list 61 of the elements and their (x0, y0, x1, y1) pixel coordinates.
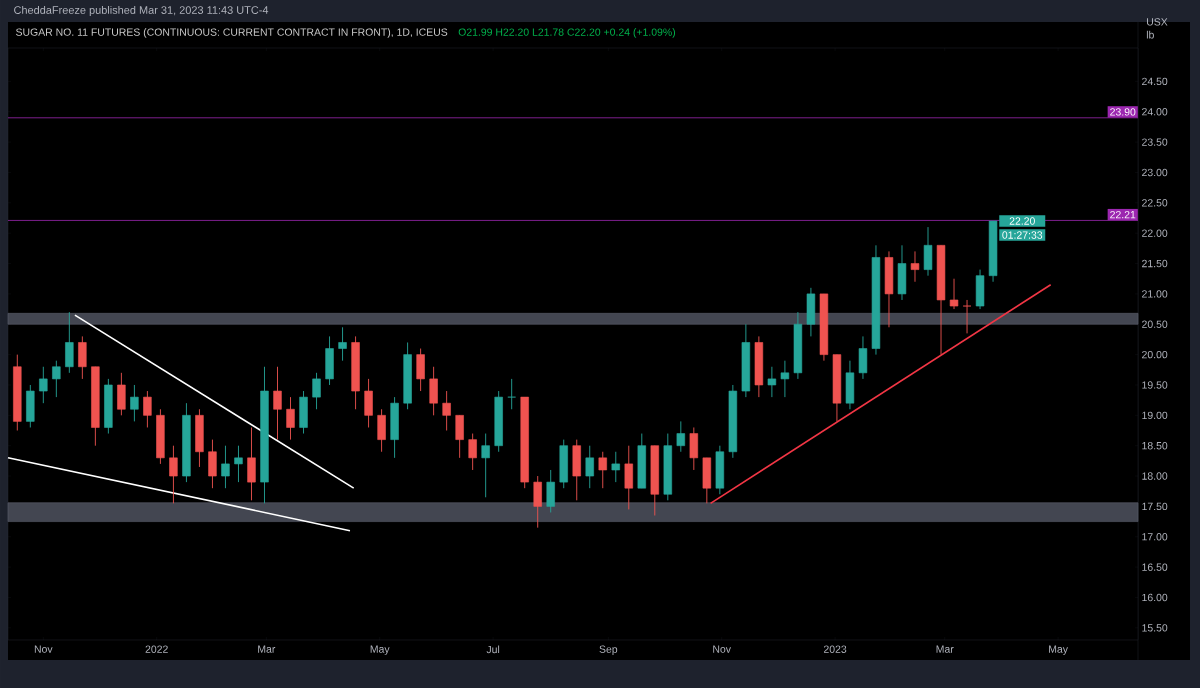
candlestick (611, 451, 620, 483)
annotation: 01:27:33 (1002, 231, 1043, 239)
candlestick (949, 278, 959, 310)
candlestick (39, 366, 48, 404)
candlestick (481, 433, 490, 498)
x-tick-label: 2022 (145, 645, 168, 653)
x-tick-label: 2023 (823, 645, 847, 653)
candlestick (598, 451, 607, 489)
candlestick (221, 445, 230, 489)
x-tick-label: Sep (599, 645, 618, 655)
candlestick (585, 445, 594, 489)
y-tick-label: 18.50 (1142, 441, 1168, 450)
y-tick-label: 15.50 (1142, 624, 1168, 632)
y-tick-label: 22.00 (1142, 229, 1168, 237)
y-tick-label: 18.00 (1142, 472, 1168, 480)
x-tick-label: Mar (936, 645, 954, 653)
y-tick-label: 20.00 (1142, 350, 1168, 359)
y-tick-label: 23.00 (1142, 168, 1168, 177)
y-tick-label: 17.50 (1142, 502, 1168, 511)
candlestick (234, 445, 243, 483)
y-tick-label: 16.00 (1142, 593, 1168, 602)
y-tick-label: 20.50 (1142, 320, 1168, 328)
chart-title: SUGAR NO. 11 FUTURES (CONTINUOUS: CURRENT CONTRACT IN FRONT), 1D, ICEUS (16, 28, 448, 38)
x-tick-label: May (370, 645, 390, 655)
candlestick (780, 360, 790, 398)
candlestick (910, 250, 920, 283)
ref-line-label: 22.21 (1110, 210, 1136, 219)
candlestick (273, 366, 282, 441)
candlestick (130, 384, 139, 422)
candlestick (52, 360, 61, 398)
candlestick (312, 372, 321, 410)
x-tick-label: Mar (258, 645, 276, 653)
y-tick-label: 22.50 (1142, 199, 1168, 207)
y-tick-label: 23.50 (1142, 138, 1168, 146)
chart-subtitle: O21.99 H22.20 L21.78 C22.20 +0.24 (+1.09%) (458, 28, 676, 38)
candlestick (507, 378, 516, 410)
y-tick-label: 19.50 (1142, 381, 1168, 389)
annotation: 22.20 (1009, 217, 1035, 225)
y-tick-label: 21.00 (1142, 290, 1168, 298)
candlestick (169, 445, 178, 504)
y-tick-label: 17.00 (1142, 533, 1168, 541)
x-tick-label: Jul (486, 645, 500, 654)
candlestick (767, 366, 777, 398)
candlestick (286, 396, 295, 441)
x-tick-label: May (1049, 645, 1068, 655)
candlestick (442, 390, 451, 431)
candlestick (676, 420, 686, 453)
candlestick (143, 390, 152, 428)
candlestick (338, 326, 347, 362)
y-tick-label: 24.00 (1142, 108, 1168, 116)
y-tick-label: 19.00 (1142, 411, 1168, 420)
x-tick-label: Nov (34, 645, 53, 653)
text: CheddaFreeze published Mar 31, 2023 11:43 UTC-4 (14, 5, 269, 17)
candlestick (962, 299, 972, 334)
candlestick (468, 433, 477, 471)
y-axis-title: USX lb (1146, 18, 1168, 39)
y-tick-label: 24.50 (1142, 77, 1168, 86)
ref-line-label: 23.90 (1110, 108, 1136, 116)
y-tick-label: 21.50 (1142, 259, 1168, 268)
x-tick-label: Nov (713, 645, 731, 653)
y-tick-label: 16.50 (1142, 563, 1168, 571)
